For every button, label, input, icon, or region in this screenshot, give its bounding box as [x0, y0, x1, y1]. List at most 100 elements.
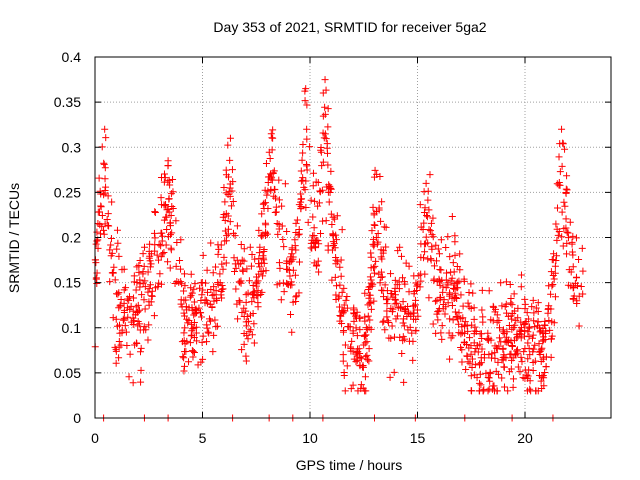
data-point: [302, 177, 310, 185]
data-point: [553, 204, 561, 212]
data-point: [568, 238, 576, 246]
data-point: [455, 320, 463, 328]
data-point: [435, 305, 443, 313]
data-point: [126, 305, 134, 313]
data-point: [500, 329, 508, 337]
data-point: [505, 368, 513, 376]
data-point: [136, 283, 144, 291]
data-point: [192, 323, 200, 331]
data-point: [360, 332, 368, 340]
data-point: [310, 259, 318, 267]
data-point: [306, 143, 314, 151]
data-point: [124, 313, 132, 321]
data-point: [322, 135, 330, 143]
data-point: [508, 356, 516, 364]
data-point: [209, 348, 217, 356]
data-point: [538, 344, 546, 352]
data-point: [218, 285, 226, 293]
data-point: [321, 103, 329, 111]
data-point: [322, 86, 330, 94]
data-point: [336, 263, 344, 271]
data-point: [553, 236, 561, 244]
data-point: [412, 327, 420, 335]
data-point: [370, 297, 378, 305]
data-point: [421, 270, 429, 278]
data-point: [524, 355, 532, 363]
data-point: [569, 232, 577, 240]
data-point: [186, 293, 194, 301]
data-point: [203, 338, 211, 346]
data-point: [381, 281, 389, 289]
data-point: [478, 306, 486, 314]
data-point: [94, 244, 102, 252]
data-point: [337, 256, 345, 264]
data-point: [313, 236, 321, 244]
data-point: [218, 260, 226, 268]
data-point: [446, 355, 454, 363]
data-point: [144, 288, 152, 296]
data-point: [199, 251, 207, 259]
data-point: [541, 369, 549, 377]
data-point: [517, 353, 525, 361]
data-point: [168, 229, 176, 237]
data-point: [379, 247, 387, 255]
y-tick-label: 0.05: [54, 365, 81, 381]
data-point: [514, 346, 522, 354]
data-point: [526, 385, 534, 393]
data-point: [270, 167, 278, 175]
data-point: [479, 387, 487, 395]
data-point: [317, 229, 325, 237]
data-point: [417, 277, 425, 285]
data-point: [382, 243, 390, 251]
data-point: [181, 282, 189, 290]
data-point: [268, 134, 276, 142]
data-point: [162, 241, 170, 249]
data-point: [187, 270, 195, 278]
data-point: [246, 243, 254, 251]
data-point: [409, 315, 417, 323]
data-point: [417, 240, 425, 248]
data-point: [453, 279, 461, 287]
data-point: [250, 288, 258, 296]
data-point: [181, 312, 189, 320]
data-point: [530, 317, 538, 325]
data-point: [333, 282, 341, 290]
data-point: [400, 378, 408, 386]
data-point: [425, 294, 433, 302]
data-point: [489, 382, 497, 390]
data-point: [311, 197, 319, 205]
data-point: [279, 279, 287, 287]
data-point: [470, 315, 478, 323]
data-point: [161, 170, 169, 178]
data-point: [371, 166, 379, 174]
data-point: [562, 215, 570, 223]
data-point: [394, 304, 402, 312]
data-point: [291, 271, 299, 279]
data-point: [284, 280, 292, 288]
data-point: [461, 318, 469, 326]
data-point: [324, 123, 332, 131]
data-point: [352, 350, 360, 358]
data-point: [319, 217, 327, 225]
data-point: [332, 260, 340, 268]
data-point: [100, 160, 108, 168]
data-point: [431, 297, 439, 305]
data-point: [269, 126, 277, 134]
data-point: [338, 226, 346, 234]
data-point: [340, 326, 348, 334]
data-point: [556, 168, 564, 176]
data-point: [504, 387, 512, 395]
data-point: [231, 232, 239, 240]
data-point: [460, 275, 468, 283]
data-point: [159, 250, 167, 258]
data-point: [523, 371, 531, 379]
data-point: [248, 331, 256, 339]
data-point: [487, 316, 495, 324]
data-point: [559, 242, 567, 250]
data-point: [499, 328, 507, 336]
data-point: [529, 296, 537, 304]
data-point: [118, 266, 126, 274]
data-point: [303, 166, 311, 174]
data-point: [367, 299, 375, 307]
data-point: [577, 283, 585, 291]
